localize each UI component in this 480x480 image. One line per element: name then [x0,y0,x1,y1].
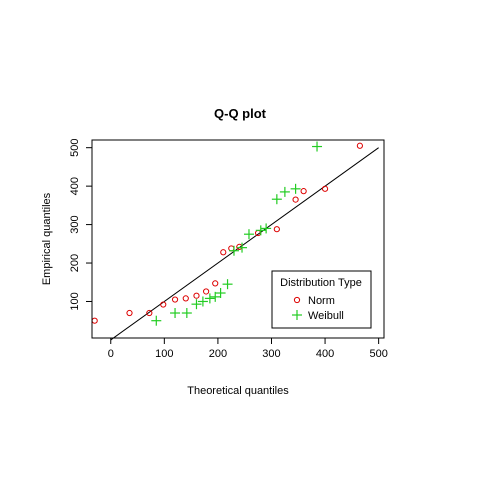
data-points [91,141,363,326]
point-weibull [204,293,215,304]
legend: Distribution Type Norm Weibull [271,270,372,329]
point-norm [203,288,210,295]
point-norm [160,301,167,308]
point-weibull [197,296,208,307]
plot-frame [91,139,385,339]
legend-marker-norm [293,296,301,304]
point-weibull [312,141,323,152]
point-weibull [237,242,248,253]
y-tick-label: 100 [69,292,81,310]
y-axis-label: Empirical quantiles [41,192,53,285]
point-weibull [215,288,226,299]
point-norm [220,249,227,256]
x-tick-label: 500 [369,348,387,360]
point-weibull [271,194,282,205]
point-norm [146,309,153,317]
x-axis-label: Theoretical quantiles [187,385,289,397]
point-weibull [191,299,202,310]
point-norm [321,185,329,192]
x-tick-label: 100 [155,348,173,360]
reference-line [110,147,379,341]
point-norm [182,295,189,302]
point-norm [273,226,280,233]
point-norm [126,309,133,317]
y-tick-label: 300 [69,215,81,233]
legend-box [271,270,372,329]
point-norm [300,188,307,195]
point-weibull [290,183,301,194]
legend-label-norm: Norm [308,295,335,307]
point-weibull [279,186,290,197]
point-norm [193,292,200,299]
y-tick-label: 200 [69,254,81,272]
point-weibull [222,279,233,290]
y-tick-label: 500 [69,139,81,157]
point-weibull [170,308,181,319]
point-weibull [261,223,272,234]
point-weibull [255,225,266,236]
point-norm [212,280,219,287]
point-weibull [151,315,162,326]
point-norm [292,196,299,203]
axes: 0 100 200 300 400 500 100 200 300 400 500 [69,139,388,360]
legend-label-weibull: Weibull [308,310,344,322]
chart-title: Q-Q plot [214,106,267,121]
point-weibull [181,308,192,319]
point-weibull [210,291,221,302]
point-weibull [228,245,239,256]
point-norm [356,142,363,149]
x-tick-label: 300 [262,348,280,360]
x-tick-label: 0 [108,348,114,360]
legend-marker-weibull [292,310,302,320]
x-tick-label: 400 [316,348,334,360]
x-tick-label: 200 [209,348,227,360]
point-weibull [243,229,254,240]
legend-title: Distribution Type [280,277,362,289]
point-norm [171,296,179,303]
y-tick-label: 400 [69,177,81,195]
reference-line-group [110,147,379,341]
